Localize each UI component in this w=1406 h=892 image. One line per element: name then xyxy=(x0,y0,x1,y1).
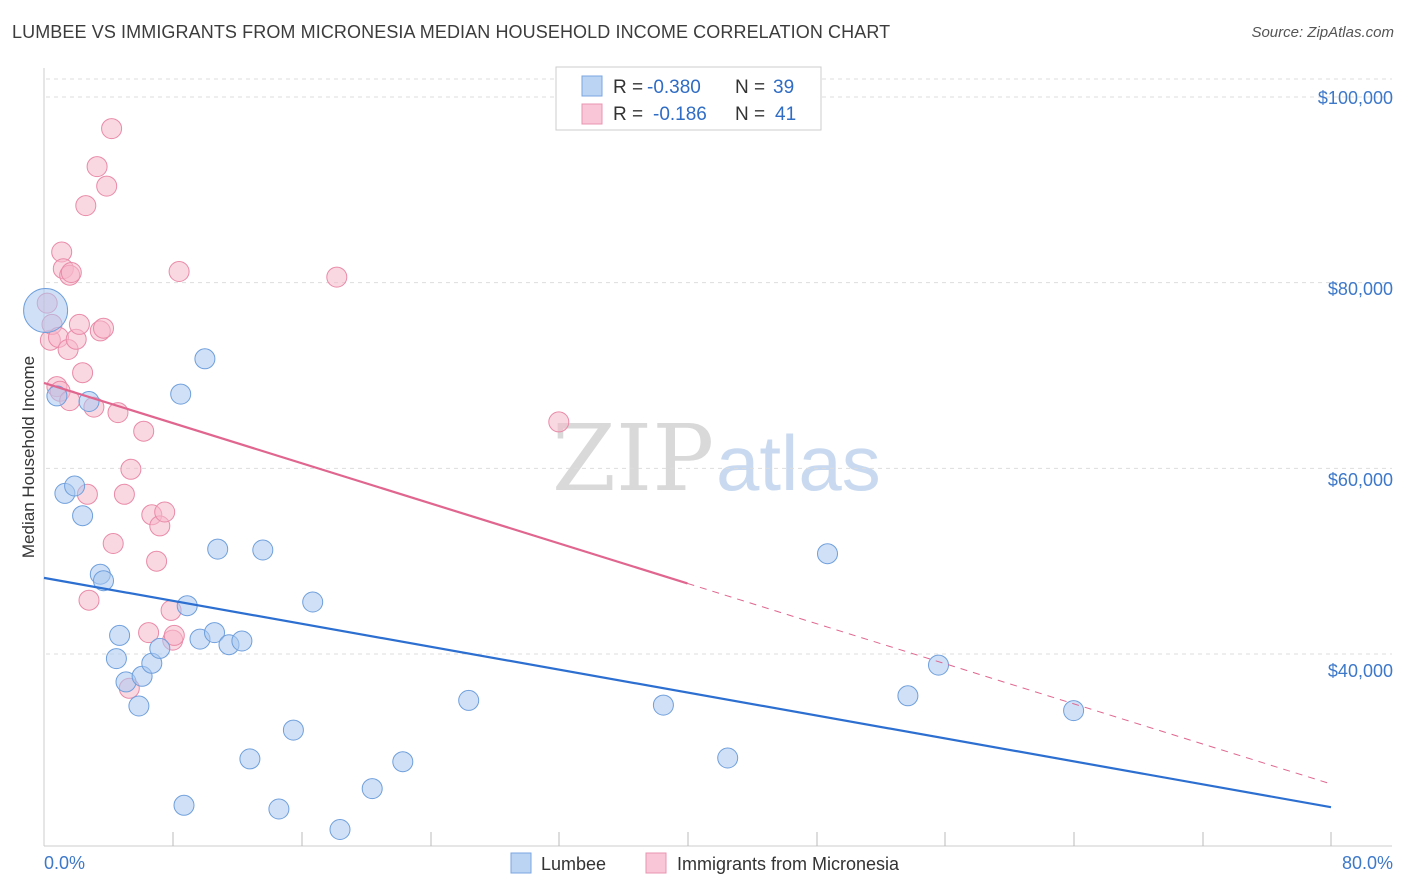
micronesia-point xyxy=(326,266,348,288)
lumbee-point xyxy=(207,538,229,560)
series-lumbee xyxy=(23,288,1085,840)
micronesia-point xyxy=(96,175,118,197)
watermark: ZIP atlas xyxy=(552,405,881,512)
micronesia-point xyxy=(146,550,168,572)
micronesia-point xyxy=(60,262,82,283)
lumbee-point xyxy=(268,798,290,820)
legend-n-value-micronesia: 41 xyxy=(775,104,796,125)
micronesia-point xyxy=(75,195,97,217)
trend-lines xyxy=(43,381,1332,809)
gridlines xyxy=(46,78,1392,655)
micronesia-point xyxy=(548,411,570,433)
micronesia-point xyxy=(154,501,176,523)
micronesia-point xyxy=(163,624,185,646)
legend-r-value-micronesia: -0.186 xyxy=(653,104,707,125)
lumbee-point xyxy=(149,637,171,659)
lumbee-point xyxy=(252,539,274,561)
bottom-legend-swatch-micronesia xyxy=(645,852,667,874)
correlation-legend: R = -0.380 N = 39 R = -0.186 N = 41 xyxy=(555,66,822,131)
legend-r-label-micronesia: R = xyxy=(613,104,643,125)
legend-r-value-lumbee: -0.380 xyxy=(647,77,701,98)
lumbee-point xyxy=(239,748,261,770)
legend-n-label-lumbee: N = xyxy=(735,77,765,98)
lumbee-point xyxy=(361,778,383,800)
micronesia-point xyxy=(102,533,124,554)
legend-swatch-micronesia xyxy=(581,103,603,125)
series-legend: Lumbee Immigrants from Micronesia xyxy=(510,852,900,874)
x-tick-label-end: 80.0% xyxy=(1342,853,1393,873)
micronesia-point xyxy=(113,483,135,505)
lumbee-point xyxy=(458,689,480,711)
bottom-legend-label-micronesia: Immigrants from Micronesia xyxy=(677,854,900,874)
lumbee-point xyxy=(652,694,674,716)
chart-title: LUMBEE VS IMMIGRANTS FROM MICRONESIA MED… xyxy=(12,22,891,42)
lumbee-point xyxy=(204,622,225,644)
bottom-legend-label-lumbee: Lumbee xyxy=(541,854,606,874)
micronesia-point xyxy=(168,261,190,282)
legend-n-label-micronesia: N = xyxy=(735,104,765,125)
micronesia-point xyxy=(86,156,108,178)
lumbee-point xyxy=(72,505,94,527)
lumbee-point xyxy=(173,794,195,816)
source-credit: Source: ZipAtlas.com xyxy=(1251,24,1394,41)
bottom-legend-swatch-lumbee xyxy=(510,852,532,874)
micronesia-point xyxy=(101,118,123,140)
x-axis-ticks xyxy=(172,832,1332,846)
lumbee-point xyxy=(23,288,69,333)
lumbee-point xyxy=(282,719,304,741)
lumbee-point xyxy=(93,570,114,592)
x-tick-label-start: 0.0% xyxy=(44,853,85,873)
y-tick-label-80k: $80,000 xyxy=(1328,279,1393,299)
lumbee-point xyxy=(392,751,414,773)
micronesia-point xyxy=(93,317,114,339)
legend-swatch-lumbee xyxy=(581,75,603,97)
legend-n-value-lumbee: 39 xyxy=(773,77,794,98)
lumbee-point xyxy=(109,624,131,646)
micronesia-point xyxy=(133,420,155,442)
micronesia-trend-extension xyxy=(687,582,1332,785)
lumbee-point xyxy=(302,591,324,613)
watermark-zip: ZIP xyxy=(552,405,714,512)
y-tick-label-60k: $60,000 xyxy=(1328,470,1393,490)
micronesia-trend-line xyxy=(43,381,688,585)
lumbee-point xyxy=(329,819,351,840)
lumbee-point xyxy=(817,543,838,565)
lumbee-point xyxy=(128,695,150,717)
legend-r-label-lumbee: R = xyxy=(613,77,643,98)
lumbee-point xyxy=(170,383,192,405)
lumbee-trend-line xyxy=(43,576,1332,809)
series-micronesia xyxy=(36,118,570,699)
lumbee-point xyxy=(231,630,253,652)
lumbee-point xyxy=(928,654,949,676)
micronesia-point xyxy=(68,313,90,335)
lumbee-point xyxy=(717,747,739,769)
y-axis-title: Median Household Income xyxy=(19,356,38,558)
watermark-atlas: atlas xyxy=(716,419,881,507)
micronesia-point xyxy=(120,458,142,480)
micronesia-point xyxy=(138,622,160,644)
lumbee-point xyxy=(64,475,86,497)
micronesia-point xyxy=(78,589,100,611)
lumbee-point xyxy=(194,348,216,370)
y-tick-label-40k: $40,000 xyxy=(1328,661,1393,681)
lumbee-point xyxy=(105,648,127,670)
micronesia-point xyxy=(72,362,94,384)
lumbee-point xyxy=(897,685,919,707)
y-tick-label-100k: $100,000 xyxy=(1318,88,1393,108)
